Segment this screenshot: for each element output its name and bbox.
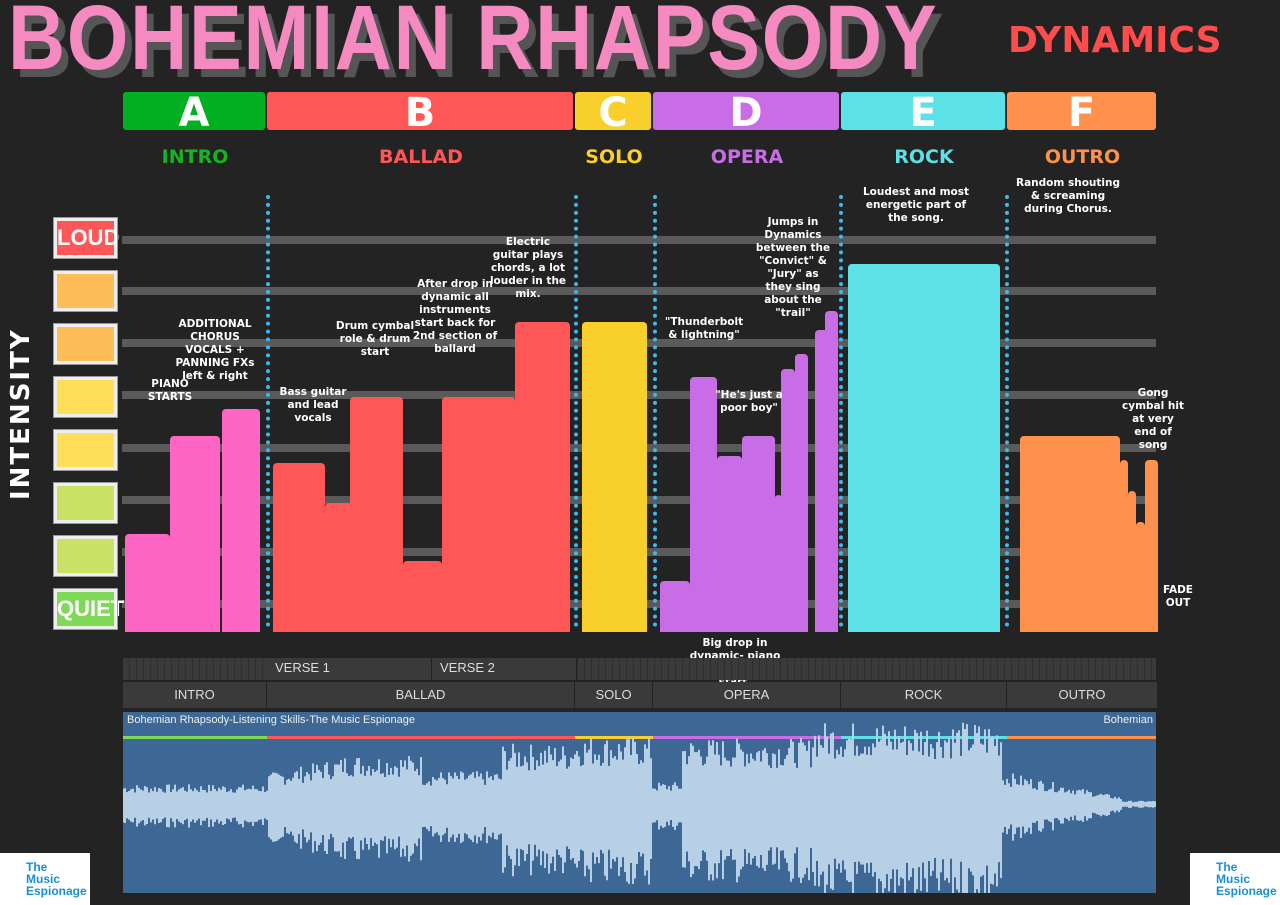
intensity-bar-ballad [350, 396, 403, 632]
section-name-solo: SOLO [585, 146, 643, 168]
section-divider [839, 195, 843, 627]
intensity-bar-ballad [515, 322, 570, 632]
section-name-ballad: BALLAD [379, 146, 463, 168]
logo-text: Espionage [1216, 884, 1277, 898]
section-divider [1005, 195, 1009, 627]
section-range-line [841, 736, 1007, 739]
intensity-bar-ballad [442, 396, 515, 632]
section-letter-c: C [575, 92, 651, 134]
section-name-outro: OUTRO [1044, 146, 1121, 168]
logo-text: Music [26, 872, 61, 886]
intensity-bar-solo [582, 322, 647, 632]
verse-marker[interactable]: VERSE 1 [267, 658, 432, 680]
logo-text: Espionage [26, 884, 87, 898]
intensity-bar-ballad [325, 502, 352, 632]
intensity-axis-label: INTENSITY [6, 328, 36, 500]
section-letter-b: B [267, 92, 573, 134]
annotation-gong: Gong cymbal hit at very end of song [1122, 387, 1184, 451]
subtitle: DYNAMICS [1008, 20, 1222, 61]
annotation-guitar: Electric guitar plays chords, a lot loud… [489, 236, 567, 300]
section-divider [574, 195, 578, 627]
intensity-bar-opera [781, 369, 795, 632]
intensity-bar-opera [690, 377, 717, 632]
timeline-section-ballad[interactable]: BALLAD [267, 682, 575, 708]
logo-text: The [26, 860, 48, 874]
intensity-bar-opera [825, 310, 838, 632]
annotation-bass: Bass guitar and lead vocals [279, 386, 347, 424]
annotation-piano: PIANO STARTS [147, 378, 193, 403]
intensity-bar-ballad [273, 463, 325, 632]
level-chip [53, 482, 118, 524]
intensity-bar-intro [222, 408, 260, 632]
waveform-panel: Bohemian Rhapsody-Listening Skills-The M… [123, 712, 1156, 893]
section-range-line [575, 736, 653, 739]
logo-right: The Music Espionage [1190, 853, 1280, 905]
annotation-drum: Drum cymbal role & drum start [335, 320, 415, 358]
timeline-section-solo[interactable]: SOLO [575, 682, 653, 708]
section-range-line [653, 736, 841, 739]
section-name-opera: OPERA [710, 146, 784, 168]
section-divider [266, 195, 270, 627]
level-chip [53, 270, 118, 312]
track-name: Bohemian Rhapsody-Listening Skills-The M… [127, 714, 415, 726]
section-name-rock: ROCK [894, 146, 954, 168]
intensity-bar-opera [775, 494, 782, 632]
level-chip [53, 535, 118, 577]
level-chip [53, 376, 118, 418]
track-name-right: Bohemian [1103, 714, 1153, 726]
intensity-bar-intro [170, 436, 220, 632]
intensity-bar-opera [717, 455, 742, 632]
intensity-bar-opera [742, 436, 775, 632]
section-letter-a: A [123, 92, 265, 134]
annotation-thunder: "Thunderbolt & lightning" [664, 316, 744, 341]
timeline-section-outro[interactable]: OUTRO [1007, 682, 1158, 708]
level-chip [53, 323, 118, 365]
intensity-gridline [122, 236, 1156, 244]
logo-text: Music [1216, 872, 1251, 886]
section-range-line [1007, 736, 1156, 739]
waveform-path [123, 722, 1156, 893]
intensity-bar-outro [1145, 459, 1158, 632]
intensity-bar-ballad [403, 561, 442, 632]
section-divider [653, 195, 657, 627]
annotation-jumps: Jumps in Dynamics between the "Convict" … [755, 216, 831, 319]
timeline-section-rock[interactable]: ROCK [841, 682, 1007, 708]
waveform [123, 722, 1156, 893]
section-letter-e: E [841, 92, 1005, 134]
intensity-bar-opera [795, 353, 808, 632]
section-letter-d: D [653, 92, 839, 134]
intensity-bar-outro [1128, 490, 1136, 632]
timeline-section-opera[interactable]: OPERA [653, 682, 841, 708]
section-name-intro: INTRO [161, 146, 229, 168]
intensity-bar-rock [848, 263, 1000, 632]
intensity-bar-opera [660, 581, 690, 632]
logo-text: The [1216, 860, 1238, 874]
level-quiet: QUIET [53, 588, 124, 630]
intensity-bar-outro [1136, 522, 1145, 632]
section-range-line [267, 736, 575, 739]
timeline-section-intro[interactable]: INTRO [123, 682, 267, 708]
annotation-afterdrop: After drop in dynamic all instruments st… [412, 278, 498, 355]
title: BOHEMIAN RHAPSODY [8, 0, 939, 89]
level-loud: LOUD [53, 217, 119, 259]
annotation-fade: FADE OUT [1163, 584, 1193, 609]
intensity-gridline [122, 287, 1156, 295]
annotation-shouting: Random shouting & screaming during Choru… [1016, 177, 1120, 215]
level-chip [53, 429, 118, 471]
intensity-bar-opera [815, 330, 828, 632]
section-range-line [123, 736, 267, 739]
logo-left: The Music Espionage [0, 853, 90, 905]
annotation-loudest: Loudest and most energetic part of the s… [862, 186, 970, 224]
intensity-bar-outro [1020, 436, 1120, 632]
section-letter-f: F [1007, 92, 1156, 134]
intensity-bar-intro [125, 534, 170, 632]
annotation-chorus: ADDITIONAL CHORUS VOCALS + PANNING FXs l… [175, 318, 255, 382]
verse-marker[interactable]: VERSE 2 [432, 658, 577, 680]
intensity-bar-outro [1120, 459, 1128, 632]
annotation-poorboy: "He's just a poor boy" [715, 389, 783, 414]
